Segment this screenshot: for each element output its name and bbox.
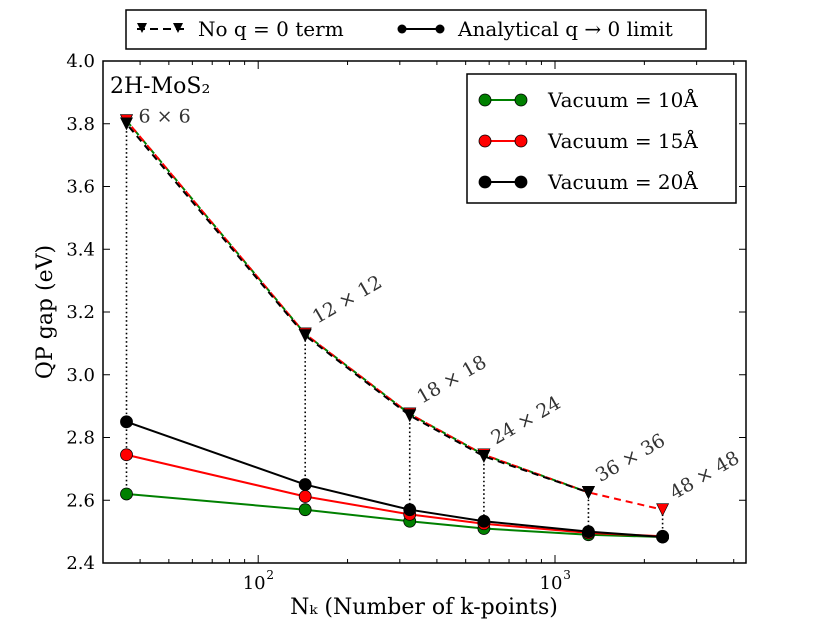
legend-marker: [478, 175, 492, 189]
kpoint-grid-label: 36 × 36: [592, 429, 669, 486]
circle-marker: [582, 525, 595, 539]
y-axis-title: QP gap (eV): [33, 245, 58, 379]
circle-marker: [477, 514, 491, 528]
circle-marker: [120, 415, 133, 429]
triangle-marker: [298, 329, 312, 343]
legend-triangle-marker-right: [173, 23, 183, 33]
y-tick-label: 3.4: [66, 239, 95, 260]
legend-marker: [514, 175, 528, 189]
triangle-marker: [477, 450, 491, 463]
y-tick-label: 3.0: [66, 365, 95, 386]
kpoint-grid-label: 18 × 18: [413, 351, 490, 408]
triangle-marker: [581, 486, 595, 500]
circle-marker: [403, 503, 417, 517]
legend-marker: [514, 134, 528, 148]
analytical-line: [126, 453, 663, 538]
kpoint-grid-label: 48 × 48: [666, 447, 743, 504]
legend-label: Vacuum = 15Å: [547, 128, 698, 153]
legend-marker: [514, 93, 528, 107]
legend-no-q0-label: No q = 0 term: [198, 17, 344, 41]
x-tick-label-exponent: 3: [563, 568, 571, 582]
circle-marker: [298, 503, 312, 517]
axes: 2.42.62.83.03.23.43.63.84.010 2 10 3: [66, 51, 746, 594]
x-tick-label-exponent: 2: [266, 568, 274, 582]
y-tick-label: 3.6: [66, 177, 95, 198]
circle-marker: [298, 478, 312, 491]
triangle-marker: [403, 409, 417, 423]
x-axis-title: Nₖ (Number of k-points): [290, 595, 558, 620]
no-q0-line: [125, 123, 589, 494]
kpoint-grid-label: 24 × 24: [487, 392, 564, 449]
legend-label: Vacuum = 20Å: [547, 169, 698, 194]
triangle-marker: [120, 117, 133, 131]
circle-marker: [656, 530, 670, 544]
circle-marker: [120, 487, 133, 501]
legend-triangle-marker-left: [137, 23, 147, 33]
legend-circle-marker-left: [397, 24, 407, 34]
triangle-marker: [656, 503, 670, 517]
legend-marker: [478, 134, 492, 148]
series-markers: [120, 114, 670, 544]
kpoint-grid-label: 6 × 6: [139, 106, 191, 128]
y-tick-label: 2.6: [66, 490, 95, 511]
y-tick-label: 3.8: [66, 114, 95, 135]
legend-analytical-label: Analytical q → 0 limit: [457, 17, 673, 41]
y-tick-label: 3.2: [66, 302, 95, 323]
y-tick-label: 4.0: [66, 51, 95, 72]
analytical-line: [126, 493, 663, 538]
y-tick-label: 2.8: [66, 428, 95, 449]
y-tick-label: 2.4: [66, 553, 95, 574]
panel-label: 2H-MoS₂: [110, 74, 210, 99]
analytical-line: [126, 420, 663, 538]
x-tick-label: 10: [540, 573, 563, 594]
circle-marker: [120, 448, 133, 462]
legend-label: Vacuum = 10Å: [547, 87, 698, 112]
circle-marker: [298, 490, 312, 503]
top-legend: No q = 0 term Analytical q → 0 limit: [125, 9, 707, 50]
legend-marker: [478, 93, 492, 107]
legend-circle-marker-right: [435, 24, 445, 34]
kpoint-grid-label: 12 × 12: [309, 271, 386, 328]
series-legend: Vacuum = 10Å Vacuum = 15Å Vacuum = 20Å: [466, 73, 737, 204]
x-tick-label: 10: [243, 573, 266, 594]
no-q0-line: [125, 119, 663, 511]
